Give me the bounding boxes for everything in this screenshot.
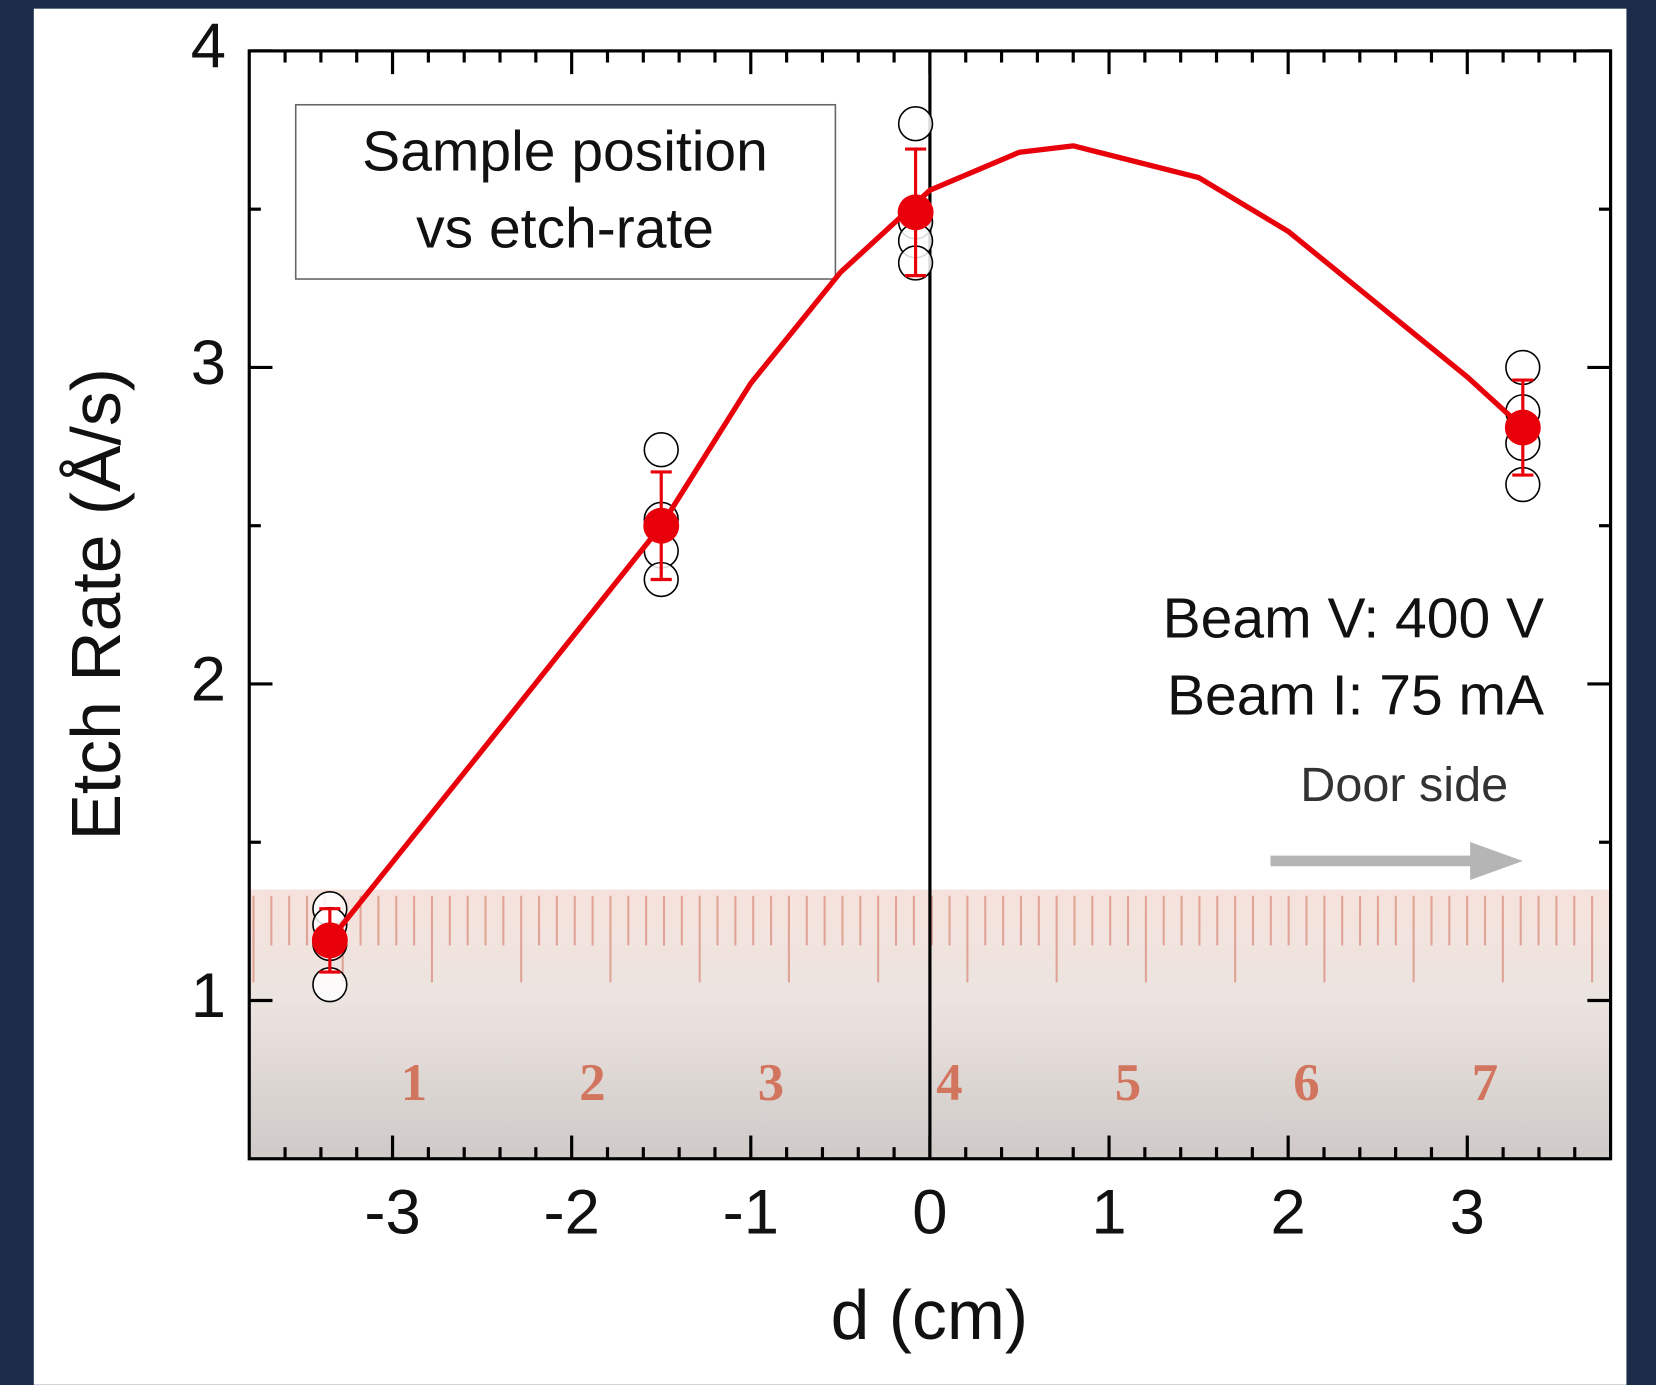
x-tick-label: -2 xyxy=(543,1178,599,1248)
ruler-label: 7 xyxy=(1472,1054,1498,1112)
annotation-text: vs etch-rate xyxy=(416,197,714,261)
ruler-ticks: 1 2 3 4 5 6 7 xyxy=(252,895,1594,1112)
y-axis-label: Etch Rate (Å/s) xyxy=(57,368,135,840)
x-tick-label: 1 xyxy=(1091,1178,1126,1248)
y-tick-label: 2 xyxy=(191,645,226,715)
ruler-label: 1 xyxy=(401,1054,427,1112)
annotation-text: Beam I: 75 mA xyxy=(1167,663,1544,727)
annotation-text: Beam V: 400 V xyxy=(1163,586,1544,650)
x-axis-label: d (cm) xyxy=(831,1276,1028,1354)
ruler-label: 3 xyxy=(758,1054,784,1112)
x-tick-label: -3 xyxy=(364,1178,420,1248)
x-tick-label: 3 xyxy=(1450,1178,1485,1248)
y-tick-label: 1 xyxy=(191,961,226,1031)
annotation-text: Sample position xyxy=(362,120,768,184)
raw-point xyxy=(643,432,679,468)
x-tick-label: -1 xyxy=(723,1178,779,1248)
ruler-label: 6 xyxy=(1293,1054,1319,1112)
y-tick-label: 4 xyxy=(191,12,226,82)
x-tick-label: 0 xyxy=(912,1178,947,1248)
mean-point xyxy=(311,922,348,959)
annotation-box xyxy=(294,103,837,280)
x-tick-label: 2 xyxy=(1271,1178,1306,1248)
mean-point xyxy=(1504,409,1541,446)
mean-point xyxy=(643,507,680,544)
raw-point xyxy=(897,106,934,142)
y-tick-label: 3 xyxy=(191,328,226,398)
door-arrow-head xyxy=(1470,841,1523,880)
mean-point xyxy=(897,194,934,231)
ruler-label: 5 xyxy=(1115,1054,1141,1112)
ruler-label: 2 xyxy=(579,1054,605,1112)
ruler-label: 4 xyxy=(936,1054,962,1112)
door-label: Door side xyxy=(1300,758,1508,812)
